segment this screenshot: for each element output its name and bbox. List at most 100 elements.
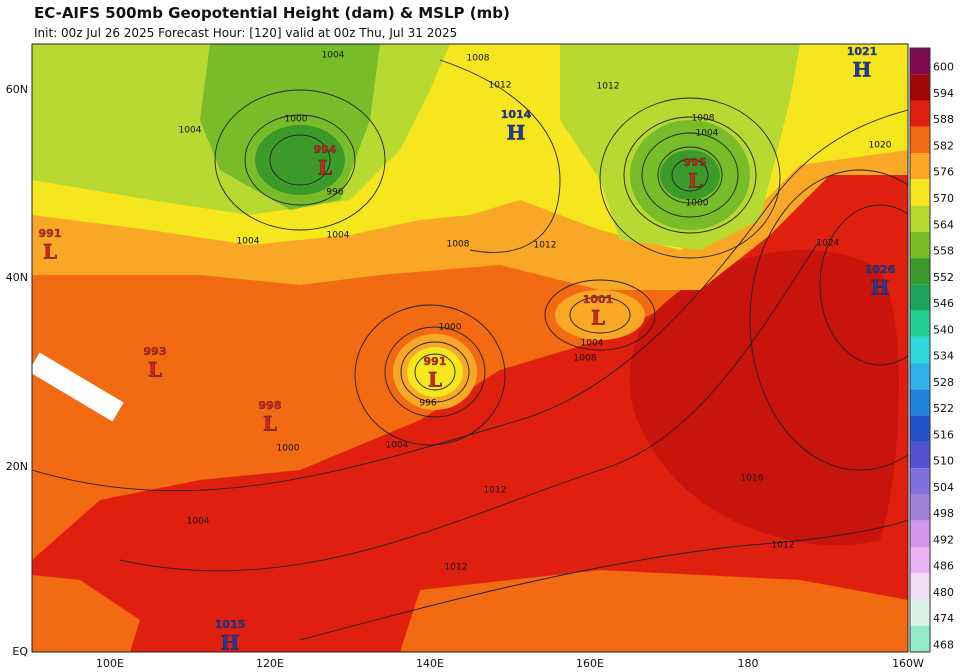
colorbar-swatch [910, 74, 930, 101]
colorbar-label: 594 [933, 87, 954, 100]
isobar-label: 1012 [484, 486, 507, 496]
lon-label: 100E [96, 657, 124, 670]
center-letter: L [263, 412, 277, 436]
isobar-label: 1008 [574, 354, 597, 364]
isobar-label: 1020 [869, 141, 892, 151]
center-value: 1021 [847, 45, 878, 58]
colorbar-label: 534 [933, 350, 954, 363]
colorbar-swatch [910, 415, 930, 442]
colorbar-label: 516 [933, 428, 954, 441]
colorbar-swatch [910, 336, 930, 364]
colorbar-swatch [910, 389, 930, 416]
colorbar-label: 468 [933, 638, 954, 651]
colorbar-label: 600 [933, 61, 954, 74]
isobar-label: 1004 [327, 231, 350, 241]
lat-label: 40N [6, 271, 28, 284]
lat-label: 20N [6, 460, 28, 473]
map-frame [31, 43, 909, 653]
center-letter: H [221, 631, 240, 655]
colorbar-label: 486 [933, 560, 954, 573]
center-letter: L [428, 368, 442, 392]
data-gap [32, 352, 124, 422]
isobar-label: 1012 [772, 541, 795, 551]
center-value: 1015 [215, 618, 246, 631]
colorbar-swatch [910, 310, 930, 337]
colorbar-swatch [910, 48, 930, 75]
field [555, 290, 645, 340]
isobar-label: 996 [326, 188, 343, 198]
lon-label: 160W [892, 657, 924, 670]
colorbar-label: 498 [933, 507, 954, 520]
colorbar-swatch [910, 153, 930, 180]
center-letter: L [43, 240, 57, 264]
lon-label: 120E [256, 657, 284, 670]
isobar-label: 1000 [439, 323, 462, 333]
center-letter: H [871, 276, 890, 300]
colorbar-swatch [910, 441, 930, 469]
colorbar-label: 570 [933, 192, 954, 205]
colorbar-swatch [910, 100, 930, 127]
isobar-label: 1004 [581, 339, 604, 349]
colorbar-label: 474 [933, 612, 954, 625]
colorbar-label: 510 [933, 455, 954, 468]
isobar-label: 1024 [817, 239, 840, 249]
colorbar-label: 540 [933, 323, 954, 336]
center-letter: L [148, 358, 162, 382]
lon-label: 140E [416, 657, 444, 670]
field [32, 575, 140, 652]
colorbar-swatch [910, 258, 930, 285]
isobar-label: 1004 [237, 237, 260, 247]
colorbar-label: 552 [933, 271, 954, 284]
center-value: 994 [314, 143, 337, 156]
isobar-label: 1016 [741, 474, 764, 484]
colorbar-swatch [910, 126, 930, 154]
colorbar-swatch [910, 284, 930, 311]
colorbar-swatch [910, 573, 930, 600]
field [32, 170, 908, 652]
colorbar-label: 504 [933, 481, 954, 494]
colorbar-label: 492 [933, 533, 954, 546]
colorbar-swatch [910, 468, 930, 495]
isobar-label: 1008 [467, 54, 490, 64]
colorbar-swatch [910, 179, 930, 206]
isobar-label: 1012 [489, 81, 512, 91]
title: EC-AIFS 500mb Geopotential Height (dam) … [34, 4, 510, 22]
colorbar-swatch [910, 494, 930, 521]
field [660, 150, 720, 200]
colorbar-swatch [910, 231, 930, 259]
center-letter: H [853, 58, 872, 82]
center-letter: H [507, 121, 526, 145]
field [255, 125, 345, 195]
isobar-label: 1004 [696, 129, 719, 139]
colorbar-frame [909, 47, 931, 653]
colorbar-swatch [910, 520, 930, 547]
center-value: 998 [259, 399, 282, 412]
colorbar-swatch [910, 363, 930, 390]
isobar-label: 1012 [534, 241, 557, 251]
center-letter: L [688, 169, 702, 193]
isobar-label: 1008 [447, 240, 470, 250]
colorbar-swatch [910, 205, 930, 232]
isobar-label: 1004 [179, 126, 202, 136]
axes: 60N 40N 20N EQ 100E 120E 140E 160E 180 160W [6, 83, 924, 670]
lat-label: EQ [12, 645, 28, 658]
center-value: 1001 [583, 293, 614, 306]
colorbar-label: 528 [933, 376, 954, 389]
isobar-label: 1000 [277, 444, 300, 454]
isobar-label: 1000 [285, 115, 308, 125]
colorbar-label: 582 [933, 139, 954, 152]
colorbar-label: 480 [933, 586, 954, 599]
center-value: 1014 [501, 108, 532, 121]
center-letter: L [318, 156, 332, 180]
subtitle: Init: 00z Jul 26 2025 Forecast Hour: [12… [34, 26, 457, 40]
isobar-label: 1012 [445, 563, 468, 573]
center-value: 991 [39, 227, 62, 240]
center-value: 1026 [865, 263, 896, 276]
colorbar-swatch [910, 599, 930, 626]
isobars [32, 59, 908, 641]
isobar-label: 1004 [386, 441, 409, 451]
center-letter: L [591, 306, 605, 330]
colorbar-label: 576 [933, 166, 954, 179]
center-value: 995 [684, 156, 707, 169]
